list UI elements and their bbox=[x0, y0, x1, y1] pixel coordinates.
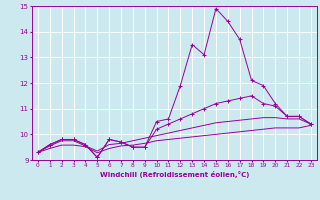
X-axis label: Windchill (Refroidissement éolien,°C): Windchill (Refroidissement éolien,°C) bbox=[100, 171, 249, 178]
